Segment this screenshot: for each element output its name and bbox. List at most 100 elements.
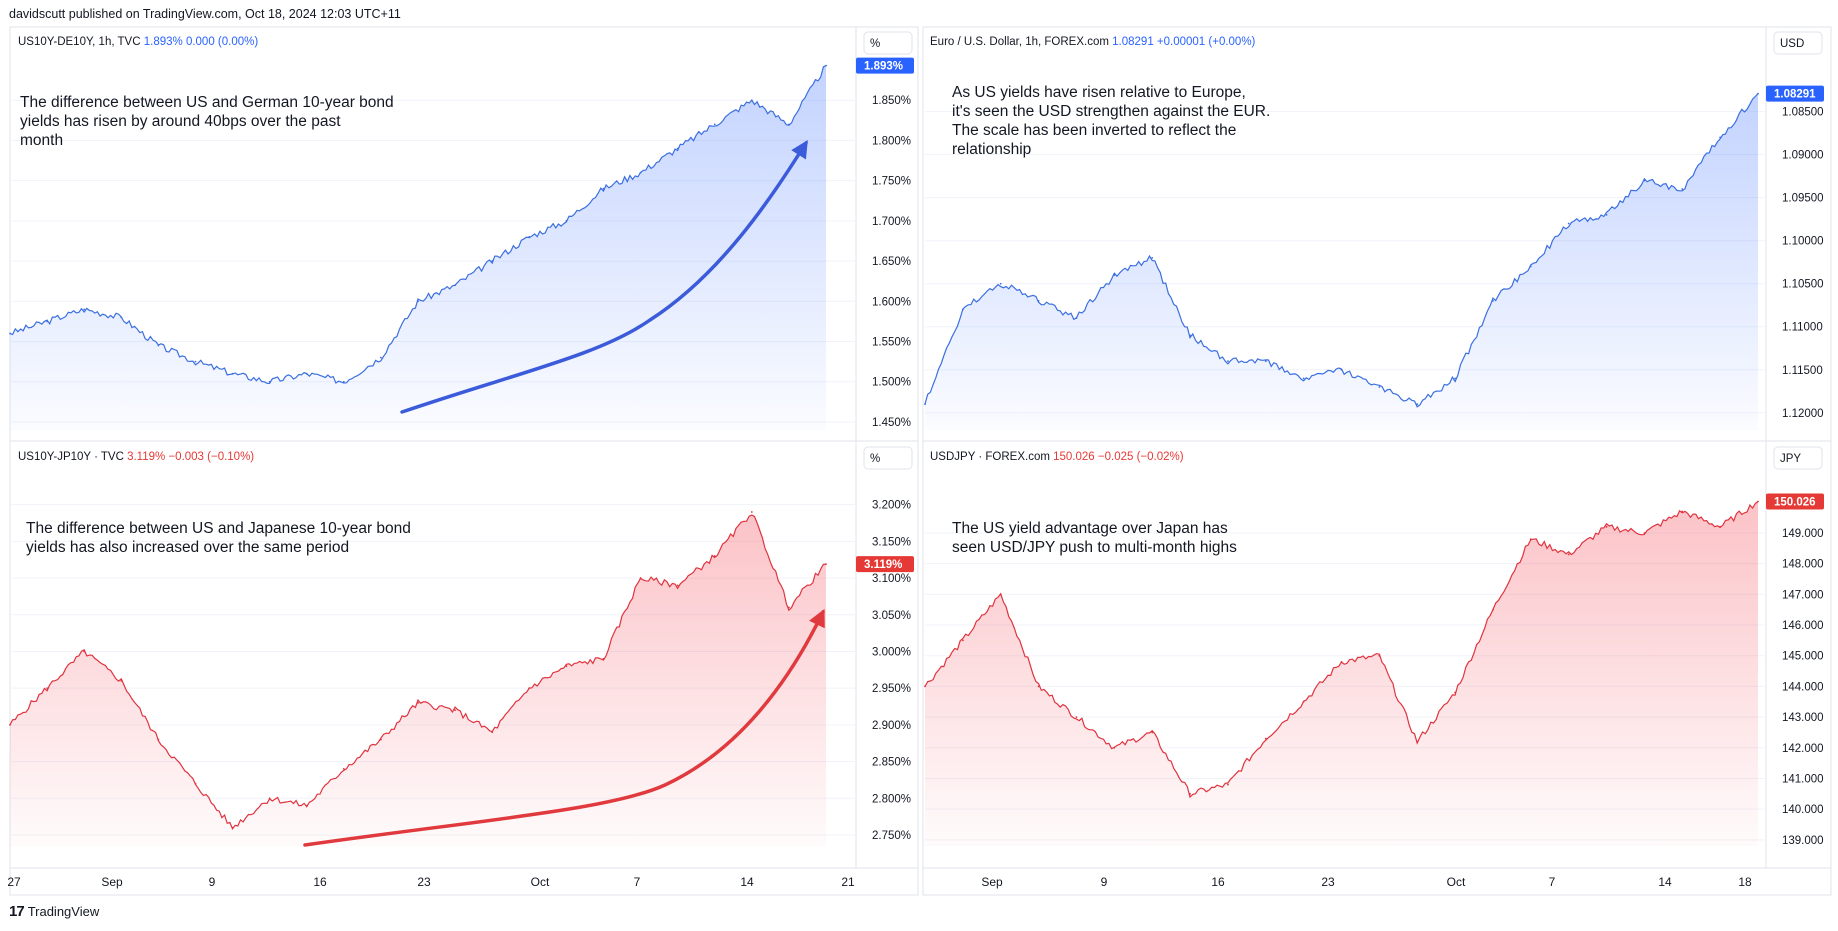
data-point <box>157 344 160 347</box>
x-tick-label: 7 <box>634 875 641 889</box>
y-tick-label: 2.950% <box>872 683 911 695</box>
series-area <box>925 501 1758 846</box>
publisher-credit: davidscutt published on TradingView.com,… <box>9 7 401 21</box>
y-tick-label: 1.10500 <box>1782 279 1824 291</box>
data-point <box>565 665 568 668</box>
data-point <box>713 123 716 126</box>
data-point <box>1529 265 1532 268</box>
data-point <box>713 555 716 557</box>
last-price-tag <box>856 57 914 74</box>
data-point <box>231 372 234 375</box>
data-point <box>1340 368 1343 371</box>
data-point <box>1037 300 1040 302</box>
symbol-last-value: 1.08291 <box>1112 36 1157 48</box>
data-point <box>1227 360 1229 363</box>
right-column-frame <box>922 26 1832 896</box>
x-tick-label: 23 <box>1321 875 1335 889</box>
y-tick-label: 1.750% <box>872 176 911 188</box>
data-point <box>1719 136 1722 139</box>
y-tick-label: 1.450% <box>872 417 911 429</box>
data-point <box>1643 179 1646 182</box>
data-point <box>1492 608 1494 611</box>
pane-eurusd: 1.08500 1.09000 1.09500 1.10000 1.10500 1.110… <box>924 31 1824 430</box>
data-point <box>1529 538 1532 541</box>
unit-button[interactable] <box>1773 446 1823 470</box>
y-tick-label: 3.150% <box>872 536 911 548</box>
data-point <box>120 679 123 682</box>
last-price-tag <box>1766 493 1824 510</box>
chart-annotation: The difference between US and German 10-… <box>20 94 394 149</box>
data-point <box>305 372 308 375</box>
x-tick-label: 9 <box>1101 875 1108 889</box>
pane-us-de-spread: 1.850% 1.800% 1.750% 1.700% 1.650% 1.600% 1.55… <box>9 31 914 430</box>
data-point <box>1605 525 1608 528</box>
data-point <box>83 650 86 653</box>
y-tick-label: 1.650% <box>872 256 911 268</box>
x-tick-label: Sep <box>101 875 123 889</box>
y-tick-label: 2.800% <box>872 793 911 805</box>
y-tick-label: 1.850% <box>872 95 911 107</box>
data-point <box>825 64 827 67</box>
data-point <box>788 606 790 609</box>
tradingview-logo[interactable]: 17 TradingView <box>9 903 99 920</box>
data-point <box>1757 92 1759 95</box>
data-point <box>1643 532 1646 534</box>
data-point <box>1189 792 1191 795</box>
y-tick-label: 143.000 <box>1782 712 1824 724</box>
series-area <box>10 65 826 430</box>
x-tick-label: 18 <box>1738 875 1752 889</box>
data-point <box>454 709 456 712</box>
data-point <box>231 826 234 829</box>
data-point <box>924 403 926 406</box>
y-tick-label: 148.000 <box>1782 559 1824 571</box>
last-price-text: 3.119% <box>864 559 902 571</box>
chart-annotation: As US yields have risen relative to Euro… <box>952 84 1270 158</box>
data-point <box>1567 553 1570 556</box>
unit-label: % <box>870 453 880 465</box>
symbol-header[interactable]: US10Y-DE10Y, 1h, TVC 1.893% 0.000 (0.00%… <box>18 36 258 48</box>
data-point <box>454 284 456 287</box>
data-point <box>46 320 48 323</box>
y-tick-label: 147.000 <box>1782 589 1824 601</box>
x-tick-label: 23 <box>417 875 431 889</box>
data-point <box>157 738 160 741</box>
y-tick-label: 149.000 <box>1782 528 1824 540</box>
data-point <box>417 701 419 704</box>
data-point <box>750 99 753 102</box>
data-point <box>491 731 494 734</box>
y-tick-label: 142.000 <box>1782 743 1824 755</box>
data-point <box>999 593 1002 596</box>
symbol-header[interactable]: Euro / U.S. Dollar, 1h, FOREX.com 1.0829… <box>930 36 1256 48</box>
data-point <box>1454 377 1456 380</box>
y-tick-label: 140.000 <box>1782 804 1824 816</box>
data-point <box>1378 386 1381 388</box>
data-point <box>380 738 382 741</box>
data-point <box>1302 377 1305 380</box>
data-point <box>9 332 11 335</box>
series-line <box>9 514 827 830</box>
symbol-header[interactable]: USDJPY · FOREX.com 150.026 −0.025 (−0.02… <box>930 451 1184 463</box>
unit-button[interactable] <box>1773 31 1823 55</box>
y-tick-label: 3.200% <box>872 500 911 512</box>
data-point <box>961 639 964 642</box>
unit-button[interactable] <box>863 446 913 470</box>
symbol-last-value: 1.893% <box>144 36 186 48</box>
y-tick-label: 1.08500 <box>1782 107 1824 119</box>
data-point <box>1454 691 1456 694</box>
symbol-name: US10Y-JP10Y · TVC <box>18 451 127 463</box>
data-point <box>1492 300 1494 302</box>
data-point <box>1757 500 1759 503</box>
x-tick-label: 27 <box>7 875 21 889</box>
data-point <box>1151 257 1154 259</box>
y-tick-label: 1.700% <box>872 216 911 228</box>
y-tick-label: 1.12000 <box>1782 408 1824 420</box>
symbol-header[interactable]: US10Y-JP10Y · TVC 3.119% −0.003 (−0.10%) <box>18 451 254 463</box>
unit-button[interactable] <box>863 31 913 55</box>
tradingview-logo-icon: 17 <box>9 903 25 920</box>
data-point <box>788 123 790 126</box>
data-point <box>1567 222 1570 225</box>
data-point <box>1681 188 1684 190</box>
y-tick-label: 1.10000 <box>1782 236 1824 248</box>
data-point <box>639 171 642 174</box>
y-tick-label: 2.900% <box>872 720 911 732</box>
